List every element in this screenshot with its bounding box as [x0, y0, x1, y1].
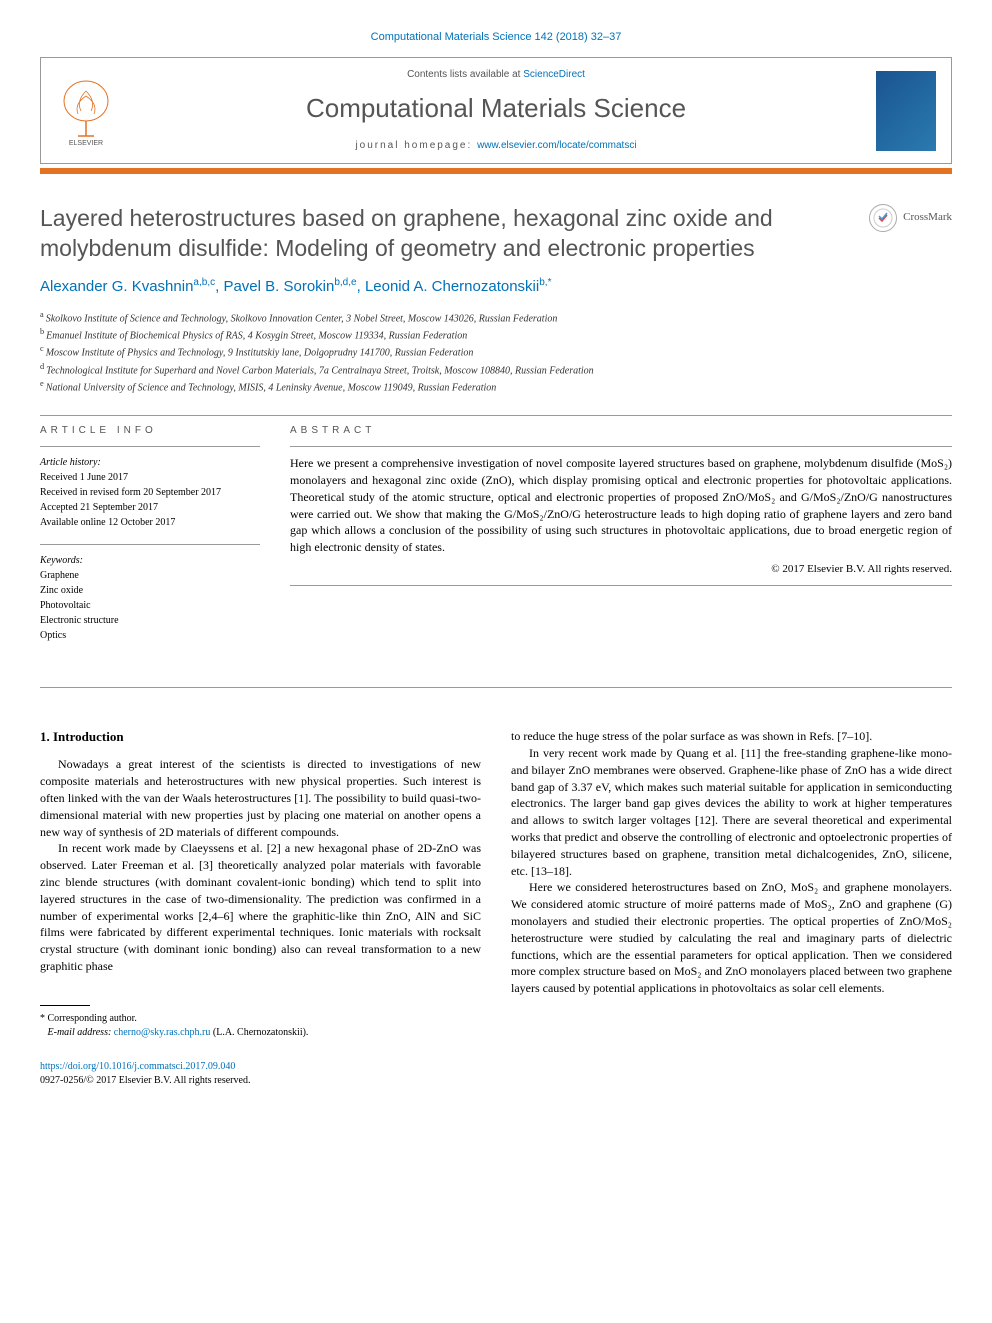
affil-key-a: a — [40, 310, 44, 319]
author-1-name: Alexander G. Kvashnin — [40, 278, 193, 295]
article-history-block: Article history: Received 1 June 2017 Re… — [40, 455, 260, 530]
contents-header-box: ELSEVIER Contents lists available at Sci… — [40, 57, 952, 163]
contents-avail-label: Contents lists available at — [407, 69, 523, 80]
body-two-column: 1. Introduction Nowadays a great interes… — [40, 728, 952, 1040]
history-title: Article history: — [40, 455, 260, 470]
journal-name: Computational Materials Science — [136, 90, 856, 126]
left-column: 1. Introduction Nowadays a great interes… — [40, 728, 481, 1040]
affiliation-a: aSkolkovo Institute of Science and Techn… — [40, 309, 952, 326]
homepage-label: journal homepage: — [355, 140, 477, 151]
right-column: to reduce the huge stress of the polar s… — [511, 728, 952, 1040]
right-para-1: to reduce the huge stress of the polar s… — [511, 728, 952, 745]
affil-text-a: Skolkovo Institute of Science and Techno… — [46, 313, 558, 324]
right-para-3: Here we considered heterostructures base… — [511, 879, 952, 997]
affiliations-block: aSkolkovo Institute of Science and Techn… — [40, 309, 952, 396]
affil-key-b: b — [40, 327, 44, 336]
history-accepted: Accepted 21 September 2017 — [40, 500, 260, 515]
corr-email-name: (L.A. Chernozatonskii). — [213, 1027, 309, 1038]
footer-metadata: https://doi.org/10.1016/j.commatsci.2017… — [40, 1060, 952, 1088]
abstract-copyright: © 2017 Elsevier B.V. All rights reserved… — [290, 562, 952, 577]
author-3-affil: b,* — [539, 277, 551, 288]
keyword-1: Graphene — [40, 568, 260, 583]
top-rule — [40, 415, 952, 416]
mid-rule — [40, 687, 952, 688]
affiliation-d: dTechnological Institute for Superhard a… — [40, 361, 952, 378]
left-para-2: In recent work made by Claeyssens et al.… — [40, 840, 481, 974]
info-rule-1 — [40, 446, 260, 447]
left-para-1: Nowadays a great interest of the scienti… — [40, 756, 481, 840]
keyword-2: Zinc oxide — [40, 583, 260, 598]
contents-available-text: Contents lists available at ScienceDirec… — [136, 68, 856, 82]
author-3[interactable]: Leonid A. Chernozatonskiib,* — [365, 278, 552, 295]
crossmark-icon — [869, 204, 897, 232]
article-info-heading: ARTICLE INFO — [40, 424, 260, 438]
crossmark-label: CrossMark — [903, 210, 952, 225]
author-1[interactable]: Alexander G. Kvashnina,b,c — [40, 278, 215, 295]
article-title: Layered heterostructures based on graphe… — [40, 204, 849, 264]
affil-text-c: Moscow Institute of Physics and Technolo… — [46, 348, 474, 359]
section-1-heading: 1. Introduction — [40, 728, 481, 746]
affil-text-d: Technological Institute for Superhard an… — [46, 365, 593, 376]
homepage-line: journal homepage: www.elsevier.com/locat… — [136, 139, 856, 153]
affil-text-e: National University of Science and Techn… — [46, 382, 497, 393]
affil-key-c: c — [40, 344, 44, 353]
crossmark-badge[interactable]: CrossMark — [869, 204, 952, 232]
affiliation-b: bEmanuel Institute of Biochemical Physic… — [40, 326, 952, 343]
history-received: Received 1 June 2017 — [40, 470, 260, 485]
doi-link[interactable]: https://doi.org/10.1016/j.commatsci.2017… — [40, 1061, 235, 1072]
sciencedirect-link[interactable]: ScienceDirect — [523, 69, 585, 80]
keyword-5: Optics — [40, 628, 260, 643]
journal-reference: Computational Materials Science 142 (201… — [40, 30, 952, 45]
title-row: Layered heterostructures based on graphe… — [40, 204, 952, 264]
elsevier-tree-icon: ELSEVIER — [56, 76, 116, 146]
right-para-2: In very recent work made by Quang et al.… — [511, 745, 952, 879]
email-label: E-mail address: — [48, 1027, 112, 1038]
history-online: Available online 12 October 2017 — [40, 515, 260, 530]
contents-center: Contents lists available at ScienceDirec… — [136, 68, 856, 152]
footnote-separator — [40, 1005, 90, 1006]
affiliation-e: eNational University of Science and Tech… — [40, 378, 952, 395]
abstract-heading: ABSTRACT — [290, 424, 952, 438]
orange-divider-bar — [40, 168, 952, 174]
svg-text:ELSEVIER: ELSEVIER — [69, 140, 103, 146]
author-3-name: Leonid A. Chernozatonskii — [365, 278, 539, 295]
corresponding-author-footnote: * Corresponding author. E-mail address: … — [40, 1012, 481, 1040]
keywords-block: Keywords: Graphene Zinc oxide Photovolta… — [40, 553, 260, 643]
footer-issn-copyright: 0927-0256/© 2017 Elsevier B.V. All right… — [40, 1075, 250, 1086]
journal-cover-thumbnail — [876, 71, 936, 151]
abstract-column: ABSTRACT Here we present a comprehensive… — [290, 424, 952, 657]
affiliation-c: cMoscow Institute of Physics and Technol… — [40, 343, 952, 360]
info-abstract-row: ARTICLE INFO Article history: Received 1… — [40, 424, 952, 657]
affil-key-d: d — [40, 362, 44, 371]
author-2-affil: b,d,e — [334, 277, 356, 288]
elsevier-logo: ELSEVIER — [56, 76, 116, 146]
history-revised: Received in revised form 20 September 20… — [40, 485, 260, 500]
homepage-link[interactable]: www.elsevier.com/locate/commatsci — [477, 140, 637, 151]
author-2[interactable]: Pavel B. Sorokinb,d,e — [223, 278, 356, 295]
author-2-name: Pavel B. Sorokin — [223, 278, 334, 295]
abstract-text: Here we present a comprehensive investig… — [290, 455, 952, 556]
keyword-3: Photovoltaic — [40, 598, 260, 613]
abstract-rule — [290, 446, 952, 447]
corr-email-link[interactable]: cherno@sky.ras.chph.ru — [114, 1027, 211, 1038]
article-info-column: ARTICLE INFO Article history: Received 1… — [40, 424, 260, 657]
authors-line: Alexander G. Kvashnina,b,c, Pavel B. Sor… — [40, 276, 952, 297]
affil-text-b: Emanuel Institute of Biochemical Physics… — [46, 330, 467, 341]
abstract-bottom-rule — [290, 585, 952, 586]
affil-key-e: e — [40, 379, 44, 388]
info-rule-2 — [40, 544, 260, 545]
keyword-4: Electronic structure — [40, 613, 260, 628]
corr-author-label: Corresponding author. — [48, 1013, 137, 1024]
keywords-title: Keywords: — [40, 553, 260, 568]
author-1-affil: a,b,c — [193, 277, 215, 288]
